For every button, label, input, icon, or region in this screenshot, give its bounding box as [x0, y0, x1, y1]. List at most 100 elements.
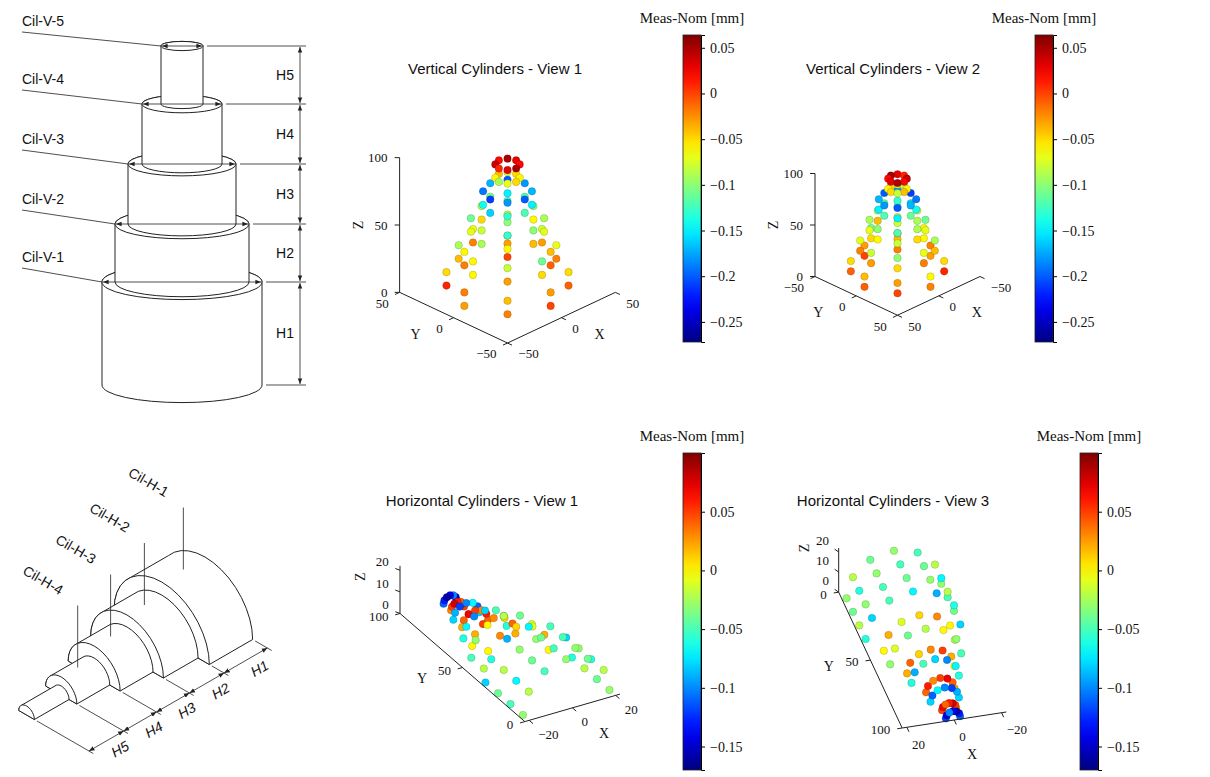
dimension-label: H2 — [276, 245, 294, 261]
colorbar-axis: 0.050−0.05−0.1−0.15−0.2−0.25 — [701, 36, 742, 343]
axes-3d: −20020X050100Y01020Z — [797, 533, 1027, 762]
points — [440, 592, 613, 719]
y-axis-line — [839, 592, 902, 728]
data-point — [606, 686, 614, 694]
data-point — [920, 562, 928, 570]
data-point — [887, 178, 895, 186]
data-point — [500, 612, 508, 620]
z-axis-line — [838, 548, 839, 592]
data-point — [584, 655, 592, 663]
data-point — [504, 212, 512, 220]
data-point — [957, 650, 965, 658]
leader-line — [22, 90, 142, 104]
colorbar-tick-label: −0.15 — [1062, 224, 1094, 239]
data-point — [496, 632, 504, 640]
z-tick — [810, 276, 815, 277]
x-axis-line — [508, 292, 616, 343]
data-point — [480, 665, 488, 673]
leader-line — [183, 508, 184, 570]
data-point — [553, 255, 561, 263]
data-point — [881, 212, 889, 220]
data-point — [953, 635, 961, 643]
colorbar-tick: −0.2 — [1053, 269, 1087, 284]
y-tick — [503, 343, 508, 345]
y-tick — [852, 296, 857, 298]
data-point — [504, 155, 512, 163]
y-tick — [395, 292, 400, 294]
data-point — [894, 179, 902, 187]
data-point — [490, 614, 498, 622]
z-tick — [395, 292, 400, 293]
data-point — [894, 279, 902, 287]
axes-3d: −50050X−50050Y050100Z — [351, 150, 640, 361]
data-point — [894, 239, 902, 247]
data-point — [862, 635, 870, 643]
cylinder-label: Cil-H-1 — [126, 464, 172, 500]
figure: Cil-V-5Cil-V-4Cil-V-3Cil-V-2Cil-V-1H5H4H… — [0, 0, 1210, 777]
data-point — [867, 235, 875, 243]
data-point — [943, 656, 951, 664]
z-tick — [395, 225, 400, 226]
data-point — [881, 202, 889, 210]
colorbar-tick-label: −0.2 — [710, 269, 735, 284]
data-point — [443, 282, 451, 290]
colorbar-tick-label: −0.05 — [710, 132, 742, 147]
data-point — [581, 665, 589, 673]
chart-panel: Horizontal Cylinders - View 1−20020X0501… — [353, 428, 744, 771]
y-axis-title: Y — [813, 305, 823, 320]
data-point — [898, 618, 906, 626]
data-point — [540, 214, 548, 222]
colorbar-tick-mark — [1053, 276, 1057, 277]
colorbar-tick-mark — [701, 512, 705, 513]
colorbar-axis-line — [1054, 36, 1058, 343]
data-point — [467, 214, 475, 222]
colorbar-tick: −0.2 — [701, 269, 735, 284]
data-point — [528, 201, 536, 209]
colorbar-tick: 0 — [701, 86, 717, 101]
x-tick — [954, 720, 956, 725]
colorbar-tick: 0.05 — [1053, 41, 1087, 56]
colorbar-tick-mark — [1053, 322, 1057, 323]
data-point — [504, 253, 512, 261]
axes-3d: −50050X−50050Y050100Z — [766, 166, 1011, 334]
colorbar-tick-mark — [701, 231, 705, 232]
cylinder-top — [161, 41, 203, 50]
x-tick-label: 50 — [626, 296, 639, 311]
dimension-label: H4 — [142, 718, 166, 741]
extension-line — [79, 706, 127, 734]
data-point — [565, 268, 573, 276]
data-point — [479, 188, 487, 196]
y-axis-title: Y — [824, 659, 834, 674]
data-point — [486, 209, 494, 217]
data-point — [931, 561, 939, 569]
z-tick — [810, 173, 815, 174]
y-tick — [449, 318, 454, 320]
cylinder-label: Cil-V-4 — [22, 71, 64, 87]
colorbar-tick-label: −0.05 — [1107, 622, 1139, 637]
data-point — [847, 257, 855, 265]
y-axis-title: Y — [410, 327, 420, 342]
chart-title: Vertical Cylinders - View 2 — [806, 60, 980, 77]
leader-line — [22, 268, 102, 282]
x-tick — [939, 296, 944, 298]
y-tick-label: 50 — [874, 319, 887, 334]
extension-line — [123, 693, 161, 715]
data-point — [856, 237, 864, 245]
x-tick — [561, 318, 566, 320]
colorbar-tick-label: −0.1 — [1107, 681, 1132, 696]
x-tick — [615, 292, 620, 294]
data-point — [944, 675, 952, 683]
data-point — [538, 239, 546, 247]
chart-panel: Vertical Cylinders - View 1−50050X−50050… — [351, 10, 745, 361]
colorbar-tick-mark — [701, 276, 705, 277]
data-point — [572, 644, 580, 652]
diagram-vertical: Cil-V-5Cil-V-4Cil-V-3Cil-V-2Cil-V-1H5H4H… — [22, 13, 306, 403]
data-point — [504, 166, 512, 174]
data-point — [547, 289, 555, 297]
y-tick-label: 50 — [846, 654, 859, 669]
data-point — [503, 635, 511, 643]
data-point — [874, 236, 882, 244]
data-point — [530, 227, 538, 235]
leader-line — [22, 210, 115, 224]
dimension-line — [300, 47, 301, 103]
